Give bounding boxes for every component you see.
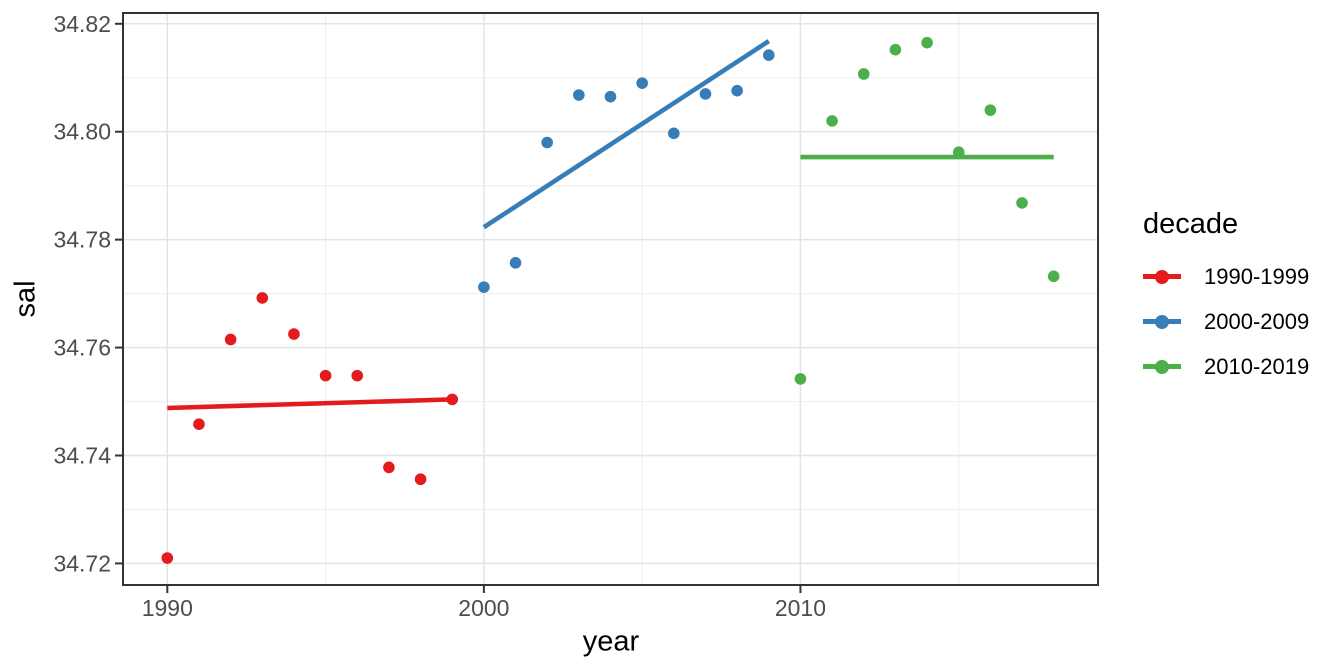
panel-background <box>123 13 1098 585</box>
data-point <box>383 461 395 474</box>
data-point <box>288 328 300 340</box>
data-point <box>256 292 269 304</box>
x-axis: 1990 2000 2010 <box>142 585 826 621</box>
y-tick-label: 34.82 <box>53 11 111 37</box>
data-point <box>794 373 807 385</box>
line-dot-key-icon <box>1143 299 1181 344</box>
legend-item-label: 2010-2019 <box>1204 353 1310 379</box>
data-point <box>478 281 490 293</box>
series-1990-1999 <box>161 292 459 564</box>
line-dot-key-icon <box>1143 254 1181 299</box>
data-point <box>952 146 965 159</box>
data-point <box>1047 270 1060 283</box>
trend-line <box>167 397 453 411</box>
gridlines-major <box>123 13 1098 585</box>
y-tick-label: 34.76 <box>53 335 111 361</box>
data-point <box>636 77 648 89</box>
gridlines-minor <box>123 13 1098 585</box>
data-point <box>921 36 933 49</box>
legend-item: 2010-2019 <box>1143 344 1309 389</box>
legend-item: 1990-1999 <box>1143 254 1309 299</box>
x-tick-label: 2010 <box>775 595 826 621</box>
legend-item-label: 1990-1999 <box>1204 263 1310 289</box>
y-tick-label: 34.72 <box>53 550 111 576</box>
legend-key-dot <box>1155 359 1169 374</box>
legend-key-dot <box>1155 314 1169 329</box>
series-2000-2009 <box>478 39 775 293</box>
x-tick-label: 1990 <box>142 595 193 621</box>
x-axis-title: year <box>582 625 640 658</box>
trend-line <box>482 39 771 230</box>
legend-item: 2000-2009 <box>1143 299 1309 344</box>
y-tick-label: 34.80 <box>53 119 111 145</box>
data-point <box>699 88 712 100</box>
legend-key-dot <box>1155 269 1169 284</box>
legend-items: 1990-1999 2000-2009 2010-2019 <box>1143 254 1309 389</box>
y-tick-label: 34.78 <box>53 227 111 253</box>
line-dot-key-icon <box>1143 344 1181 389</box>
data-point <box>224 333 237 346</box>
y-axis: 34.72 34.74 34.76 34.78 34.80 34.82 <box>53 11 123 576</box>
data-point <box>984 104 997 116</box>
data-point <box>762 49 775 61</box>
series-2010-2019 <box>794 36 1060 385</box>
data-point <box>604 90 617 103</box>
data-point <box>857 68 870 80</box>
data-point <box>1016 197 1028 209</box>
data-point <box>319 369 332 382</box>
data-point <box>668 127 680 140</box>
data-point <box>351 369 364 382</box>
legend-title: decade <box>1143 208 1239 240</box>
legend: decade 1990-1999 2000-2009 2010-2019 <box>1143 206 1309 389</box>
y-axis-title: sal <box>9 280 42 318</box>
data-point <box>509 257 522 269</box>
x-tick-label: 2000 <box>458 595 509 621</box>
data-point <box>446 393 459 406</box>
data-point <box>573 89 585 101</box>
y-tick-label: 34.74 <box>53 442 111 468</box>
data-point <box>826 115 838 127</box>
data-point <box>193 418 205 430</box>
panel-border <box>122 12 1099 586</box>
data-point <box>731 84 743 97</box>
data-point <box>161 552 174 564</box>
legend-item-label: 2000-2009 <box>1204 308 1310 334</box>
data-point <box>889 43 902 56</box>
data-point <box>414 473 427 486</box>
data-point <box>541 136 553 149</box>
